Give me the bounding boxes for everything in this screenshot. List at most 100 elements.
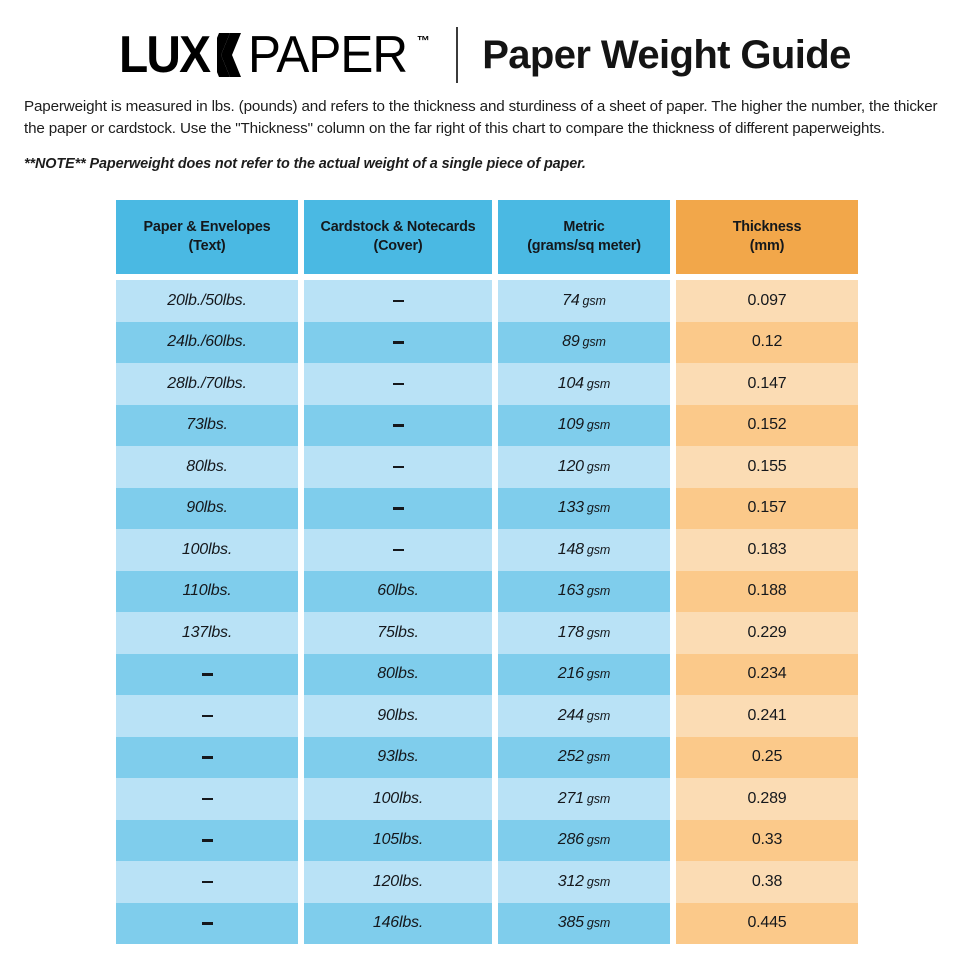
column-header-subtitle: (mm) [749, 238, 785, 254]
logo-lux-text: LUX [119, 26, 211, 84]
cell-cover-weight: 146lbs. [304, 902, 492, 944]
cell-thickness-mm: 0.183 [676, 529, 858, 571]
metric-value: 74 [562, 291, 580, 309]
cell-metric-gsm: 178 gsm [498, 612, 670, 654]
column-header-title: Metric [563, 219, 605, 235]
dash-icon [392, 465, 404, 468]
cell-cover-weight: 90lbs. [304, 695, 492, 737]
cell-cover-weight: 60lbs. [304, 570, 492, 612]
metric-value: 120 [557, 457, 584, 475]
dash-icon [392, 382, 404, 385]
metric-value: 148 [557, 540, 584, 558]
cell-thickness-mm: 0.155 [676, 446, 858, 488]
cell-metric-gsm: 148 gsm [498, 529, 670, 571]
dash-icon [201, 880, 213, 883]
cell-cover-weight [304, 404, 492, 446]
column-header-1[interactable]: Paper & Envelopes (Text) [116, 200, 298, 274]
cell-metric-gsm: 104 gsm [498, 363, 670, 405]
cell-metric-gsm: 89 gsm [498, 321, 670, 363]
cell-text-weight: 100lbs. [116, 529, 298, 571]
cell-metric-gsm: 216 gsm [498, 653, 670, 695]
intro-note: **NOTE** Paperweight does not refer to t… [24, 156, 586, 172]
lux-paper-logo: LUX PAPER ™ [119, 29, 430, 81]
table-row: 90lbs. 133 gsm 0.157 [116, 487, 858, 529]
table-row: 120lbs. 312 gsm 0.38 [116, 861, 858, 903]
cell-text-weight [116, 902, 298, 944]
metric-value: 89 [562, 333, 580, 351]
metric-unit: gsm [586, 667, 611, 682]
table-row: 100lbs. 148 gsm 0.183 [116, 529, 858, 571]
metric-value: 312 [557, 872, 584, 890]
metric-unit: gsm [586, 459, 611, 474]
table-row: 80lbs. 120 gsm 0.155 [116, 446, 858, 488]
dash-icon [201, 797, 213, 800]
column-header-subtitle: (Text) [188, 238, 226, 254]
cell-thickness-mm: 0.147 [676, 363, 858, 405]
column-header-2[interactable]: Cardstock & Notecards (Cover) [304, 200, 492, 274]
table-row: 24lb./60lbs. 89 gsm 0.12 [116, 321, 858, 363]
metric-unit: gsm [586, 874, 611, 889]
cell-text-weight [116, 861, 298, 903]
metric-unit: gsm [586, 833, 611, 848]
column-header-title: Paper & Envelopes [143, 219, 271, 235]
header-divider [456, 27, 459, 83]
cell-thickness-mm: 0.445 [676, 902, 858, 944]
trademark-icon: ™ [416, 33, 431, 48]
table-row: 90lbs. 244 gsm 0.241 [116, 695, 858, 737]
dash-icon [201, 922, 213, 925]
cell-text-weight [116, 819, 298, 861]
cell-metric-gsm: 271 gsm [498, 778, 670, 820]
cell-thickness-mm: 0.25 [676, 736, 858, 778]
cell-metric-gsm: 312 gsm [498, 861, 670, 903]
column-header-4[interactable]: Thickness (mm) [676, 200, 858, 274]
dash-icon [201, 714, 213, 717]
metric-value: 286 [557, 831, 584, 849]
metric-unit: gsm [586, 501, 611, 516]
cell-text-weight [116, 653, 298, 695]
cell-text-weight: 24lb./60lbs. [116, 321, 298, 363]
column-header-3[interactable]: Metric (grams/sq meter) [498, 200, 670, 274]
table-body: 20lb./50lbs. 74 gsm 0.097 24lb./60lbs. 89 gsm 0… [116, 280, 858, 944]
cell-cover-weight [304, 529, 492, 571]
cell-text-weight: 110lbs. [116, 570, 298, 612]
cell-thickness-mm: 0.241 [676, 695, 858, 737]
column-header-subtitle: (grams/sq meter) [527, 238, 641, 254]
metric-value: 271 [557, 789, 584, 807]
metric-unit: gsm [586, 584, 611, 599]
cell-metric-gsm: 286 gsm [498, 819, 670, 861]
column-header-title: Thickness [732, 219, 802, 235]
cell-text-weight: 20lb./50lbs. [116, 280, 298, 322]
cell-cover-weight: 120lbs. [304, 861, 492, 903]
cell-cover-weight: 75lbs. [304, 612, 492, 654]
metric-value: 244 [557, 706, 584, 724]
cell-thickness-mm: 0.33 [676, 819, 858, 861]
cell-thickness-mm: 0.157 [676, 487, 858, 529]
metric-value: 109 [557, 416, 584, 434]
cell-metric-gsm: 385 gsm [498, 902, 670, 944]
cell-cover-weight: 80lbs. [304, 653, 492, 695]
metric-value: 104 [557, 374, 584, 392]
cell-thickness-mm: 0.289 [676, 778, 858, 820]
table-row: 93lbs. 252 gsm 0.25 [116, 736, 858, 778]
cell-cover-weight: 105lbs. [304, 819, 492, 861]
dash-icon [392, 341, 404, 344]
cell-cover-weight: 93lbs. [304, 736, 492, 778]
cell-thickness-mm: 0.097 [676, 280, 858, 322]
dash-icon [201, 839, 213, 842]
cell-metric-gsm: 244 gsm [498, 695, 670, 737]
metric-unit: gsm [586, 791, 611, 806]
cell-text-weight: 137lbs. [116, 612, 298, 654]
column-header-title: Cardstock & Notecards [320, 219, 476, 235]
cell-thickness-mm: 0.38 [676, 861, 858, 903]
cell-metric-gsm: 252 gsm [498, 736, 670, 778]
table-row: 73lbs. 109 gsm 0.152 [116, 404, 858, 446]
metric-value: 216 [557, 665, 584, 683]
cell-metric-gsm: 74 gsm [498, 280, 670, 322]
cell-cover-weight [304, 363, 492, 405]
cell-thickness-mm: 0.12 [676, 321, 858, 363]
metric-unit: gsm [586, 542, 611, 557]
metric-unit: gsm [582, 335, 606, 350]
cell-thickness-mm: 0.234 [676, 653, 858, 695]
cell-cover-weight [304, 280, 492, 322]
intro-paragraph: Paperweight is measured in lbs. (pounds)… [24, 98, 938, 137]
